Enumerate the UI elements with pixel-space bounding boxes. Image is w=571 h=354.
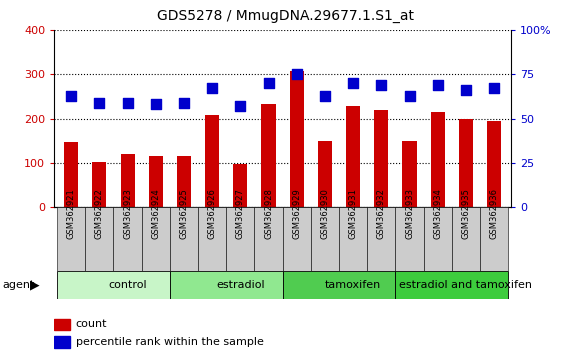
Bar: [148, 156, 163, 207]
Text: GDS5278 / MmugDNA.29677.1.S1_at: GDS5278 / MmugDNA.29677.1.S1_at: [157, 9, 414, 23]
Point: [123, 100, 132, 105]
Bar: [255, 207, 283, 271]
Bar: [311, 207, 339, 271]
Bar: [177, 156, 191, 207]
Text: estradiol: estradiol: [216, 280, 265, 290]
Text: GSM362922: GSM362922: [95, 188, 104, 239]
Bar: [170, 272, 283, 298]
Bar: [283, 272, 396, 298]
Bar: [93, 161, 106, 207]
Point: [377, 82, 386, 88]
Bar: [170, 207, 198, 271]
Point: [348, 80, 357, 86]
Bar: [318, 141, 332, 207]
Text: ▶: ▶: [30, 279, 39, 291]
Bar: [459, 119, 473, 207]
Point: [489, 86, 498, 91]
Bar: [262, 104, 276, 207]
Text: GSM362927: GSM362927: [236, 188, 245, 239]
Point: [151, 102, 160, 107]
Bar: [85, 207, 114, 271]
Bar: [403, 141, 417, 207]
Bar: [452, 207, 480, 271]
Text: GSM362934: GSM362934: [433, 188, 442, 239]
Text: GSM362932: GSM362932: [377, 188, 386, 239]
Text: GSM362925: GSM362925: [179, 188, 188, 239]
Text: agent: agent: [3, 280, 35, 290]
Text: count: count: [75, 319, 107, 329]
Point: [292, 72, 301, 77]
Bar: [339, 207, 367, 271]
Text: GSM362931: GSM362931: [349, 188, 357, 239]
Bar: [346, 106, 360, 207]
Point: [208, 86, 217, 91]
Bar: [480, 207, 508, 271]
Bar: [114, 207, 142, 271]
Text: GSM362926: GSM362926: [208, 188, 216, 239]
Point: [405, 93, 414, 98]
Text: GSM362928: GSM362928: [264, 188, 273, 239]
Bar: [57, 207, 85, 271]
Bar: [431, 112, 445, 207]
Text: GSM362936: GSM362936: [489, 188, 498, 239]
Bar: [64, 142, 78, 207]
Bar: [234, 164, 247, 207]
Bar: [142, 207, 170, 271]
Point: [461, 87, 471, 93]
Point: [264, 80, 273, 86]
Point: [67, 93, 76, 98]
Bar: [289, 71, 304, 207]
Text: control: control: [108, 280, 147, 290]
Text: percentile rank within the sample: percentile rank within the sample: [75, 337, 264, 347]
Bar: [396, 272, 508, 298]
Bar: [120, 154, 135, 207]
Bar: [367, 207, 396, 271]
Text: GSM362933: GSM362933: [405, 188, 414, 239]
Bar: [226, 207, 255, 271]
Point: [236, 103, 245, 109]
Bar: [54, 319, 70, 330]
Bar: [374, 110, 388, 207]
Text: GSM362930: GSM362930: [320, 188, 329, 239]
Bar: [283, 207, 311, 271]
Text: GSM362935: GSM362935: [461, 188, 471, 239]
Bar: [424, 207, 452, 271]
Bar: [198, 207, 226, 271]
Text: tamoxifen: tamoxifen: [325, 280, 381, 290]
Bar: [54, 336, 70, 348]
Text: estradiol and tamoxifen: estradiol and tamoxifen: [400, 280, 532, 290]
Text: GSM362929: GSM362929: [292, 188, 301, 239]
Point: [179, 100, 188, 105]
Text: GSM362924: GSM362924: [151, 188, 160, 239]
Text: GSM362921: GSM362921: [67, 188, 76, 239]
Text: GSM362923: GSM362923: [123, 188, 132, 239]
Point: [433, 82, 443, 88]
Bar: [487, 121, 501, 207]
Bar: [205, 115, 219, 207]
Point: [320, 93, 329, 98]
Point: [95, 100, 104, 105]
Bar: [57, 272, 170, 298]
Bar: [396, 207, 424, 271]
